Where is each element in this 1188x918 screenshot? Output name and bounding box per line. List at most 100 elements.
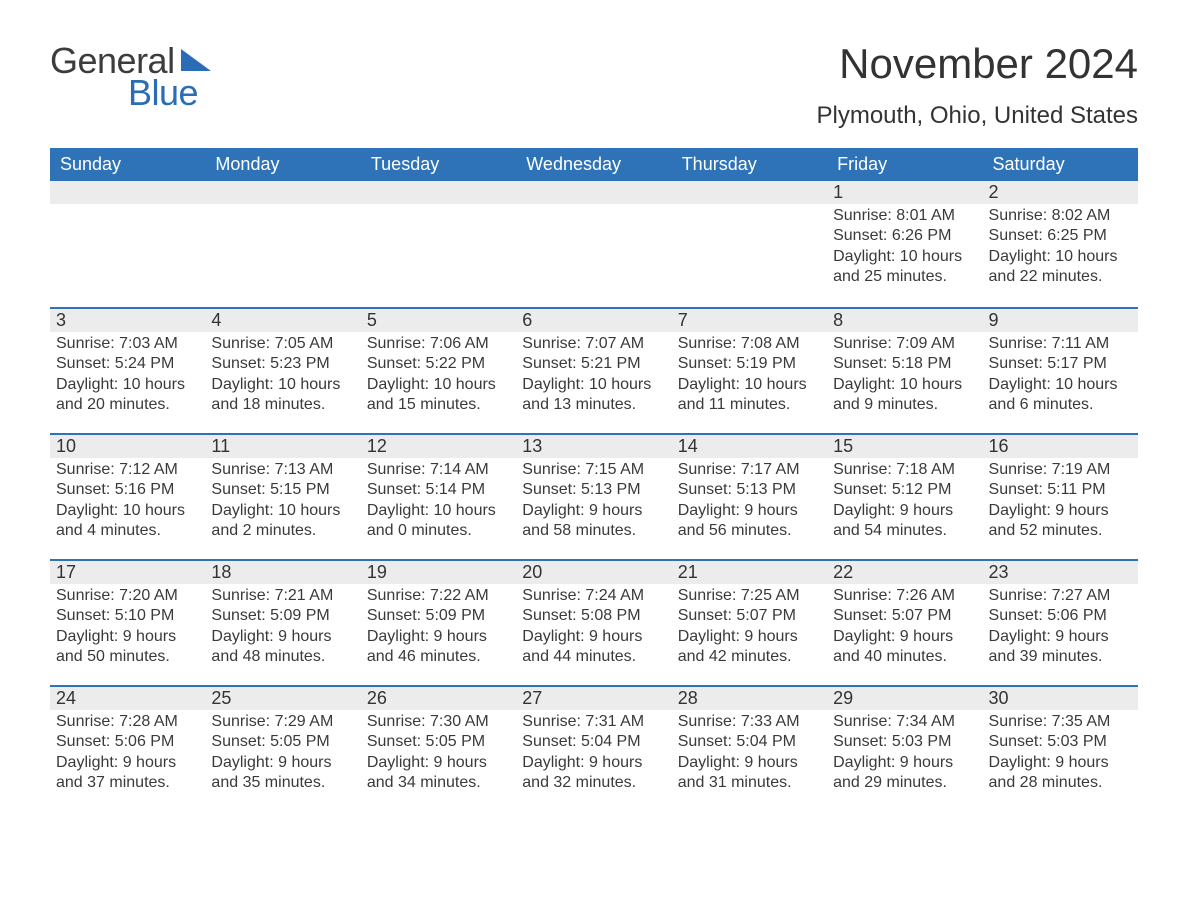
calendar-day-cell: 23Sunrise: 7:27 AMSunset: 5:06 PMDayligh…: [983, 559, 1138, 685]
calendar-day-cell: 2Sunrise: 8:02 AMSunset: 6:25 PMDaylight…: [983, 181, 1138, 307]
calendar-day-cell: 22Sunrise: 7:26 AMSunset: 5:07 PMDayligh…: [827, 559, 982, 685]
day-number: 6: [516, 307, 671, 332]
day-body: Sunrise: 7:24 AMSunset: 5:08 PMDaylight:…: [516, 584, 671, 672]
calendar-day-cell: 28Sunrise: 7:33 AMSunset: 5:04 PMDayligh…: [672, 685, 827, 811]
daylight-line: Daylight: 9 hours and 39 minutes.: [989, 627, 1132, 668]
sunrise-line: Sunrise: 8:02 AM: [989, 206, 1132, 226]
sunrise-line: Sunrise: 7:29 AM: [211, 712, 354, 732]
calendar-day-cell: 4Sunrise: 7:05 AMSunset: 5:23 PMDaylight…: [205, 307, 360, 433]
calendar-week-row: 17Sunrise: 7:20 AMSunset: 5:10 PMDayligh…: [50, 559, 1138, 685]
sunset-line: Sunset: 5:05 PM: [367, 732, 510, 752]
day-number: 15: [827, 433, 982, 458]
day-number: 28: [672, 685, 827, 710]
sunset-line: Sunset: 5:12 PM: [833, 480, 976, 500]
calendar-day-cell: 19Sunrise: 7:22 AMSunset: 5:09 PMDayligh…: [361, 559, 516, 685]
day-number: 18: [205, 559, 360, 584]
daylight-line: Daylight: 9 hours and 54 minutes.: [833, 501, 976, 542]
sunset-line: Sunset: 5:19 PM: [678, 354, 821, 374]
day-body: Sunrise: 7:18 AMSunset: 5:12 PMDaylight:…: [827, 458, 982, 546]
daylight-line: Daylight: 9 hours and 28 minutes.: [989, 753, 1132, 794]
day-body: Sunrise: 7:33 AMSunset: 5:04 PMDaylight:…: [672, 710, 827, 798]
sunrise-line: Sunrise: 7:08 AM: [678, 334, 821, 354]
calendar-day-cell: 15Sunrise: 7:18 AMSunset: 5:12 PMDayligh…: [827, 433, 982, 559]
day-number: 3: [50, 307, 205, 332]
sunset-line: Sunset: 5:11 PM: [989, 480, 1132, 500]
weekday-header: Sunday: [50, 148, 205, 181]
calendar-day-cell: [50, 181, 205, 307]
daylight-line: Daylight: 10 hours and 6 minutes.: [989, 375, 1132, 416]
sunrise-line: Sunrise: 7:33 AM: [678, 712, 821, 732]
sunrise-line: Sunrise: 7:19 AM: [989, 460, 1132, 480]
calendar-day-cell: 6Sunrise: 7:07 AMSunset: 5:21 PMDaylight…: [516, 307, 671, 433]
daylight-line: Daylight: 9 hours and 32 minutes.: [522, 753, 665, 794]
calendar-day-cell: [205, 181, 360, 307]
sunrise-line: Sunrise: 7:30 AM: [367, 712, 510, 732]
calendar-day-cell: 1Sunrise: 8:01 AMSunset: 6:26 PMDaylight…: [827, 181, 982, 307]
daylight-line: Daylight: 9 hours and 56 minutes.: [678, 501, 821, 542]
day-body: Sunrise: 7:06 AMSunset: 5:22 PMDaylight:…: [361, 332, 516, 420]
day-body: Sunrise: 7:19 AMSunset: 5:11 PMDaylight:…: [983, 458, 1138, 546]
daylight-line: Daylight: 10 hours and 2 minutes.: [211, 501, 354, 542]
day-number: 8: [827, 307, 982, 332]
day-number: 9: [983, 307, 1138, 332]
calendar-day-cell: [516, 181, 671, 307]
daylight-line: Daylight: 10 hours and 18 minutes.: [211, 375, 354, 416]
month-title: November 2024: [817, 40, 1139, 88]
day-body: Sunrise: 7:28 AMSunset: 5:06 PMDaylight:…: [50, 710, 205, 798]
calendar-day-cell: 11Sunrise: 7:13 AMSunset: 5:15 PMDayligh…: [205, 433, 360, 559]
sunrise-line: Sunrise: 7:13 AM: [211, 460, 354, 480]
day-number: 27: [516, 685, 671, 710]
day-number: 21: [672, 559, 827, 584]
calendar-table: Sunday Monday Tuesday Wednesday Thursday…: [50, 148, 1138, 811]
calendar-day-cell: 24Sunrise: 7:28 AMSunset: 5:06 PMDayligh…: [50, 685, 205, 811]
sunset-line: Sunset: 5:21 PM: [522, 354, 665, 374]
sunrise-line: Sunrise: 7:06 AM: [367, 334, 510, 354]
day-number: 16: [983, 433, 1138, 458]
sunrise-line: Sunrise: 7:03 AM: [56, 334, 199, 354]
sunrise-line: Sunrise: 7:17 AM: [678, 460, 821, 480]
calendar-day-cell: 25Sunrise: 7:29 AMSunset: 5:05 PMDayligh…: [205, 685, 360, 811]
sunset-line: Sunset: 5:23 PM: [211, 354, 354, 374]
sunset-line: Sunset: 5:15 PM: [211, 480, 354, 500]
sunset-line: Sunset: 5:09 PM: [367, 606, 510, 626]
day-body: Sunrise: 7:07 AMSunset: 5:21 PMDaylight:…: [516, 332, 671, 420]
sunrise-line: Sunrise: 7:34 AM: [833, 712, 976, 732]
day-number: 4: [205, 307, 360, 332]
sunset-line: Sunset: 5:18 PM: [833, 354, 976, 374]
day-body: Sunrise: 7:09 AMSunset: 5:18 PMDaylight:…: [827, 332, 982, 420]
sunset-line: Sunset: 5:03 PM: [833, 732, 976, 752]
daylight-line: Daylight: 10 hours and 20 minutes.: [56, 375, 199, 416]
calendar-day-cell: 12Sunrise: 7:14 AMSunset: 5:14 PMDayligh…: [361, 433, 516, 559]
sunset-line: Sunset: 5:13 PM: [678, 480, 821, 500]
sunset-line: Sunset: 5:06 PM: [56, 732, 199, 752]
title-block: November 2024 Plymouth, Ohio, United Sta…: [817, 40, 1139, 130]
day-number: 24: [50, 685, 205, 710]
sunset-line: Sunset: 6:26 PM: [833, 226, 976, 246]
day-body: Sunrise: 7:15 AMSunset: 5:13 PMDaylight:…: [516, 458, 671, 546]
daylight-line: Daylight: 9 hours and 42 minutes.: [678, 627, 821, 668]
calendar-page: General Blue November 2024 Plymouth, Ohi…: [0, 0, 1188, 851]
calendar-day-cell: 16Sunrise: 7:19 AMSunset: 5:11 PMDayligh…: [983, 433, 1138, 559]
calendar-week-row: 3Sunrise: 7:03 AMSunset: 5:24 PMDaylight…: [50, 307, 1138, 433]
weekday-header: Wednesday: [516, 148, 671, 181]
day-number: 17: [50, 559, 205, 584]
daylight-line: Daylight: 9 hours and 58 minutes.: [522, 501, 665, 542]
day-body: Sunrise: 7:13 AMSunset: 5:15 PMDaylight:…: [205, 458, 360, 546]
day-number-empty: [50, 181, 205, 204]
calendar-week-row: 24Sunrise: 7:28 AMSunset: 5:06 PMDayligh…: [50, 685, 1138, 811]
sunrise-line: Sunrise: 7:21 AM: [211, 586, 354, 606]
location: Plymouth, Ohio, United States: [817, 102, 1139, 130]
day-number: 11: [205, 433, 360, 458]
daylight-line: Daylight: 10 hours and 15 minutes.: [367, 375, 510, 416]
daylight-line: Daylight: 9 hours and 48 minutes.: [211, 627, 354, 668]
daylight-line: Daylight: 10 hours and 13 minutes.: [522, 375, 665, 416]
daylight-line: Daylight: 9 hours and 44 minutes.: [522, 627, 665, 668]
calendar-body: 1Sunrise: 8:01 AMSunset: 6:26 PMDaylight…: [50, 181, 1138, 811]
calendar-day-cell: 9Sunrise: 7:11 AMSunset: 5:17 PMDaylight…: [983, 307, 1138, 433]
daylight-line: Daylight: 9 hours and 31 minutes.: [678, 753, 821, 794]
sunset-line: Sunset: 5:10 PM: [56, 606, 199, 626]
day-number: 20: [516, 559, 671, 584]
daylight-line: Daylight: 10 hours and 22 minutes.: [989, 247, 1132, 288]
day-number: 12: [361, 433, 516, 458]
calendar-day-cell: [672, 181, 827, 307]
